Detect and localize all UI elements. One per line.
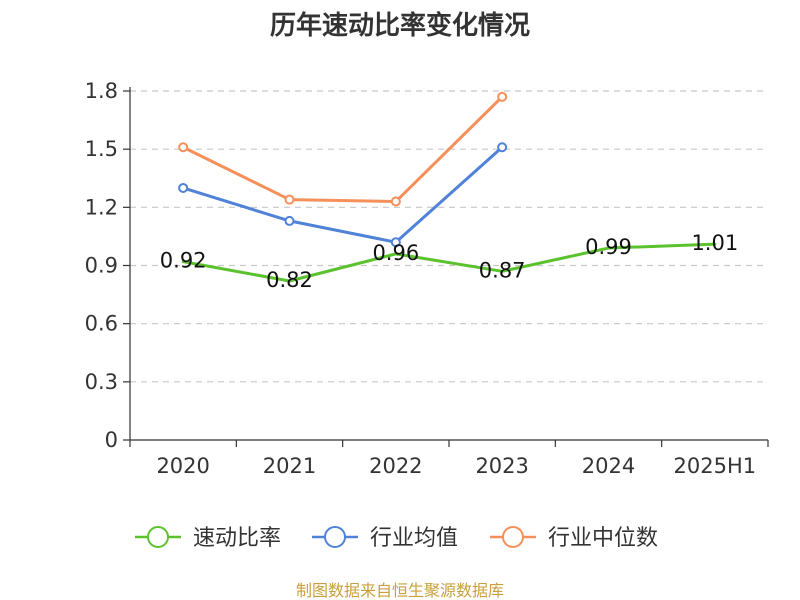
series-line (181, 145, 504, 244)
x-tick-label: 2025H1 (674, 454, 757, 478)
source-note: 制图数据来自恒生聚源数据库 (296, 581, 504, 600)
data-point (390, 237, 401, 248)
grid-lines (130, 90, 768, 383)
legend-item: 行业中位数 (490, 526, 658, 551)
legend-label: 速动比率 (193, 526, 281, 551)
series-group (178, 91, 717, 283)
x-tick-label: 2023 (475, 454, 528, 478)
y-tick-label: 0.6 (85, 312, 118, 336)
data-point (497, 91, 508, 102)
data-point (284, 215, 295, 226)
data-label: 0.96 (372, 241, 419, 265)
data-label: 1.01 (691, 231, 738, 255)
data-label: 0.87 (479, 258, 526, 282)
data-label: 0.99 (585, 235, 632, 259)
chart-title: 历年速动比率变化情况 (270, 10, 530, 41)
data-point (178, 182, 189, 193)
y-tick-label: 1.5 (85, 137, 118, 161)
data-label: 0.82 (266, 268, 313, 292)
legend-marker (147, 526, 169, 548)
x-tick-label: 2022 (369, 454, 422, 478)
data-point (284, 194, 295, 205)
y-tick-label: 1.2 (85, 195, 118, 219)
x-tick-label: 2024 (582, 454, 635, 478)
series-line (181, 242, 717, 283)
x-tick-label: 2021 (263, 454, 316, 478)
legend-label: 行业均值 (370, 526, 458, 551)
x-tick-label: 2020 (156, 454, 209, 478)
series-line (181, 95, 504, 204)
y-tick-label: 1.8 (85, 79, 118, 103)
legend-item: 行业均值 (312, 526, 458, 551)
legend-item: 速动比率 (135, 526, 281, 551)
legend-marker (324, 526, 346, 548)
legend-marker (502, 526, 524, 548)
y-tick-label: 0.9 (85, 254, 118, 278)
data-labels: 0.92 0.82 0.96 0.87 0.99 1.01 (160, 231, 738, 292)
legend-label: 行业中位数 (548, 526, 658, 551)
axes: 0 0.3 0.6 0.9 1.2 1.5 1.8 2020 2021 2022 2023 2024 2… (85, 79, 769, 478)
y-tick-label: 0.3 (85, 370, 118, 394)
data-point (390, 196, 401, 207)
data-label: 0.92 (160, 249, 207, 273)
data-point (497, 142, 508, 153)
data-point (178, 142, 189, 153)
y-tick-label: 0 (105, 428, 118, 452)
legend: 速动比率 行业均值 行业中位数 (135, 526, 658, 551)
